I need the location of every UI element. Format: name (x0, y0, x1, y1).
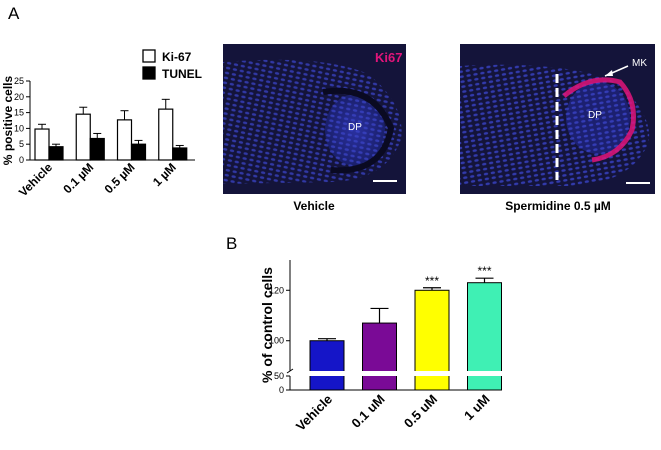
bar-ki-67-0 (34, 128, 50, 161)
y-tick-label-b: 0 (279, 385, 284, 395)
bar-tunel-1 (89, 137, 105, 161)
bar-tunel-2 (130, 143, 147, 161)
panel-label-a: A (8, 4, 20, 23)
bar-tunel-0 (48, 146, 64, 161)
panel-label-b: B (226, 234, 238, 253)
bar-tunel-3 (172, 147, 188, 161)
chart-b-control-cells: 0 50 100 120% of control cells Vehicle 0.1 uM… (259, 260, 503, 434)
bar-break-gap-b (361, 371, 398, 376)
micrograph-spermidine: MK DP (460, 44, 655, 194)
axis-break-mark-b (286, 368, 294, 374)
x-tick-label-a: 1 µM (150, 160, 179, 189)
bar-ki-67-2 (116, 119, 133, 161)
legend-label-a: Ki-67 (162, 50, 192, 64)
x-tick-label-b: Vehicle (293, 392, 335, 434)
y-tick-label-b: 50 (274, 371, 284, 381)
y-tick-label-b: 120 (269, 285, 284, 295)
stain-label-ki67: Ki67 (375, 50, 403, 65)
x-tick-label-a: 0.1 µM (60, 160, 96, 196)
bar-break-gap-b (309, 371, 345, 376)
y-tick-label-a: 0 (19, 155, 24, 165)
dp-label-vehicle: DP (348, 122, 362, 133)
micrograph-vehicle: Ki67 DP (223, 44, 406, 194)
x-tick-label-a: Vehicle (16, 160, 55, 199)
legend-swatch-a (142, 66, 156, 80)
caption-vehicle: Vehicle (293, 199, 335, 213)
y-axis-label-b: % of control cells (259, 267, 275, 383)
micrograph-spermidine-image (460, 44, 655, 194)
marker-label-mk: MK (632, 58, 647, 69)
significance-mark-b: *** (477, 264, 491, 278)
caption-spermidine: Spermidine 0.5 µM (505, 199, 611, 213)
bar-ki-67-1 (75, 113, 91, 161)
y-axis-label-a: % positive cells (1, 75, 15, 165)
x-tick-label-b: 0.5 uM (401, 392, 440, 431)
x-tick-label-b: 0.1 uM (348, 392, 387, 431)
x-tick-label-b: 1 uM (461, 392, 493, 424)
bar-break-gap-b (466, 371, 503, 376)
legend-swatch-a (142, 49, 156, 63)
y-tick-label-a: 10 (14, 123, 24, 133)
bar-ki-67-3 (158, 108, 174, 161)
significance-mark-b: *** (425, 274, 439, 288)
bar-b-1 (362, 322, 397, 391)
bar-b-0 (309, 340, 345, 391)
x-tick-label-a: 0.5 µM (102, 160, 138, 196)
dp-label-spermidine: DP (588, 110, 602, 121)
micrograph-vehicle-image (223, 44, 406, 194)
y-tick-label-a: 25 (14, 76, 24, 86)
legend-label-a: TUNEL (162, 67, 202, 81)
y-tick-label-a: 5 (19, 139, 24, 149)
bar-break-gap-b (414, 371, 450, 376)
y-tick-label-a: 20 (14, 92, 24, 102)
y-tick-label-b: 100 (269, 336, 284, 346)
y-tick-label-a: 15 (14, 108, 24, 118)
